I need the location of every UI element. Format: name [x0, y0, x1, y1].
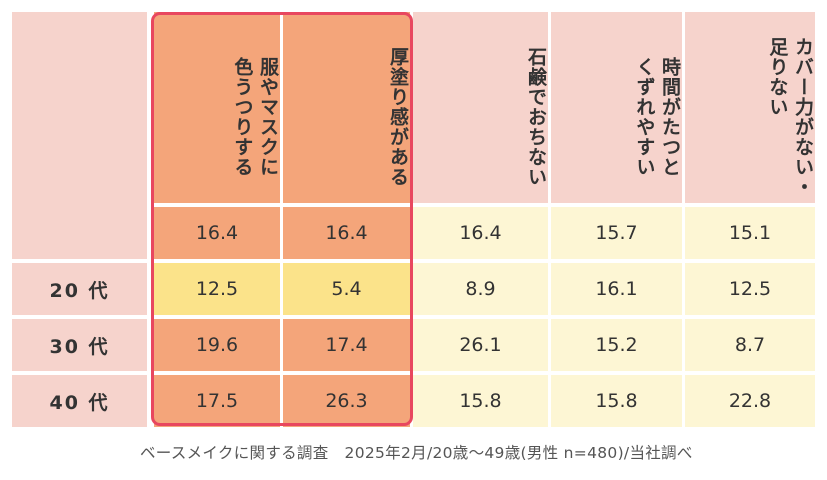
- data-cell: 26.1: [413, 319, 548, 371]
- data-cell: 26.3: [283, 375, 410, 427]
- caption-survey-title: ベースメイクに関する調査: [140, 444, 329, 462]
- survey-caption: ベースメイクに関する調査 2025年2月/20歳～49歳(男性 n=480)/当社…: [140, 441, 693, 463]
- data-cell: 12.5: [685, 263, 815, 315]
- column-header-text: 時間がたつと くずれやすい: [631, 57, 682, 177]
- column-header-line: 服やマスクに: [257, 56, 279, 177]
- data-cell: 8.9: [413, 263, 548, 315]
- column-header: 服やマスクに 色うつりする: [154, 12, 280, 203]
- data-cell: 16.4: [154, 207, 280, 259]
- column-header-line: 石鹸でおちない: [525, 46, 547, 187]
- column-header-line: くずれやすい: [633, 56, 656, 177]
- data-cell: 22.8: [685, 375, 815, 427]
- column-header-text: カバー力がない・ 足りない: [764, 37, 815, 197]
- row-label: 40 代: [12, 375, 147, 427]
- column-header-text: 石鹸でおちない: [522, 47, 548, 187]
- row-label: 30 代: [12, 319, 147, 371]
- data-cell: 16.4: [283, 207, 410, 259]
- column-header: 厚塗り感がある: [283, 12, 410, 203]
- data-cell: 17.4: [283, 319, 410, 371]
- column-header: 時間がたつと くずれやすい: [551, 12, 682, 203]
- row-label: 20 代: [12, 263, 147, 315]
- data-cell: 12.5: [154, 263, 280, 315]
- column-header-text: 服やマスクに 色うつりする: [229, 57, 280, 177]
- data-cell: 15.7: [551, 207, 682, 259]
- column-header-line: 色うつりする: [231, 56, 254, 177]
- column-header-line: 厚塗り感がある: [387, 46, 409, 187]
- data-cell: 15.8: [413, 375, 548, 427]
- data-cell: 19.6: [154, 319, 280, 371]
- data-cell: 16.1: [551, 263, 682, 315]
- column-header-text: 厚塗り感がある: [384, 47, 410, 187]
- data-cell: 15.2: [551, 319, 682, 371]
- data-cell: 5.4: [283, 263, 410, 315]
- corner-cell: [12, 12, 147, 259]
- data-cell: 15.8: [551, 375, 682, 427]
- column-header-line: カバー力がない・: [792, 36, 814, 197]
- data-cell: 16.4: [413, 207, 548, 259]
- column-header: 石鹸でおちない: [413, 12, 548, 203]
- data-cell: 8.7: [685, 319, 815, 371]
- data-cell: 17.5: [154, 375, 280, 427]
- column-header-line: 足りない: [766, 36, 789, 117]
- caption-survey-detail: 2025年2月/20歳～49歳(男性 n=480)/当社調べ: [344, 444, 693, 462]
- column-header-line: 時間がたつと: [659, 56, 681, 177]
- column-header: カバー力がない・ 足りない: [685, 12, 815, 203]
- data-cell: 15.1: [685, 207, 815, 259]
